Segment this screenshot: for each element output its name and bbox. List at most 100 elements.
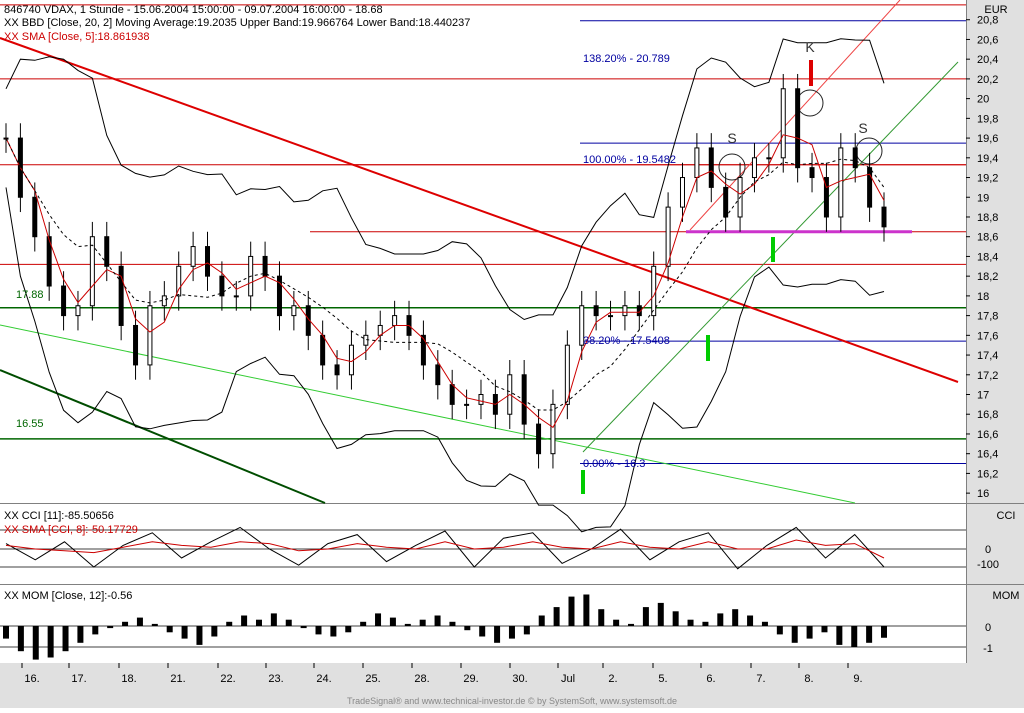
candle-body bbox=[348, 344, 354, 376]
candle-body bbox=[593, 305, 599, 317]
candle-body bbox=[665, 206, 671, 267]
candle-body bbox=[392, 315, 398, 326]
mom-bar bbox=[300, 626, 307, 629]
mom-bar bbox=[434, 615, 441, 626]
fib-label-38: 38.20% - 17.5408 bbox=[583, 335, 670, 347]
level-label-1655: 16.55 bbox=[16, 418, 44, 430]
candle-body bbox=[478, 394, 484, 405]
mom-bar bbox=[702, 621, 709, 626]
mom-bar bbox=[642, 607, 649, 626]
price-tick-label: 18,2 bbox=[977, 271, 998, 283]
price-tick-label: 16,8 bbox=[977, 409, 998, 421]
mom-bar bbox=[881, 626, 887, 638]
mom-bar bbox=[32, 626, 39, 660]
candle-body bbox=[550, 403, 556, 455]
mom-bar bbox=[523, 626, 530, 635]
mom-bar bbox=[360, 621, 367, 626]
channel-line-lightgreen bbox=[0, 324, 856, 504]
mom-bar bbox=[479, 626, 486, 637]
candle-body bbox=[75, 305, 81, 317]
price-tick-label: 20,6 bbox=[977, 34, 998, 46]
fib-label-138: 138.20% - 20.789 bbox=[583, 53, 670, 65]
candle-body bbox=[881, 206, 887, 228]
uptrend-line-green bbox=[582, 61, 959, 453]
candle-body bbox=[766, 157, 772, 160]
mom-bar bbox=[151, 623, 158, 626]
cci-label: XX CCI [11]:-85.50656 bbox=[4, 510, 114, 522]
mom-bar bbox=[122, 621, 129, 626]
date-ticks: 16. 17. 18. 21. 22. 23. 24. 25. 28. 29. 30. Jul 2. 5.… bbox=[21, 663, 863, 685]
price-tick-label: 17,4 bbox=[977, 350, 998, 362]
mom-bar bbox=[315, 626, 322, 635]
candle-body bbox=[622, 305, 628, 317]
mom-bar bbox=[181, 626, 188, 639]
price-tick-label: 18 bbox=[977, 291, 989, 303]
candle-body bbox=[89, 236, 95, 307]
candle-body bbox=[464, 403, 470, 406]
candle-body bbox=[46, 236, 52, 287]
price-tick-label: 19 bbox=[977, 192, 989, 204]
candle-body bbox=[61, 285, 67, 317]
mom-bar bbox=[568, 596, 575, 626]
chart-title: 846740 VDAX, 1 Stunde - 15.06.2004 15:00… bbox=[4, 4, 383, 16]
date-tick-label: 8. bbox=[804, 673, 813, 685]
candle-body bbox=[751, 157, 757, 179]
candle-body bbox=[564, 344, 570, 405]
mom-bar bbox=[255, 619, 262, 626]
date-tick-label: Jul bbox=[561, 673, 575, 685]
mom-bar bbox=[791, 626, 798, 643]
mom-bar bbox=[657, 602, 664, 626]
mom-tick-minus1: -1 bbox=[983, 643, 993, 655]
drawing-layer bbox=[0, 0, 966, 504]
price-axis-panel bbox=[966, 0, 1024, 708]
price-tick-label: 19,2 bbox=[977, 173, 998, 185]
level-label-1788: 17.88 bbox=[16, 289, 44, 301]
price-tick-label: 20,2 bbox=[977, 74, 998, 86]
candle-body bbox=[176, 265, 182, 297]
date-tick-label: 28. bbox=[414, 673, 429, 685]
mom-bar bbox=[821, 626, 828, 633]
fib-label-100: 100.00% - 19.5482 bbox=[583, 154, 676, 166]
price-tick-label: 17,6 bbox=[977, 330, 998, 342]
mom-bar bbox=[508, 626, 515, 639]
price-tick-label: 20,8 bbox=[977, 15, 998, 27]
bollinger-lower bbox=[5, 187, 885, 533]
candle-body bbox=[32, 196, 38, 238]
mom-bar bbox=[732, 609, 739, 626]
mom-bar bbox=[672, 611, 679, 626]
candle-body bbox=[536, 423, 542, 455]
price-tick-label: 18,6 bbox=[977, 232, 998, 244]
pattern-circle bbox=[718, 153, 746, 181]
mom-bar bbox=[464, 626, 471, 631]
price-tick-label: 19,4 bbox=[977, 153, 998, 165]
mom-bar bbox=[166, 626, 173, 633]
date-axis-panel bbox=[0, 663, 1024, 708]
candle-body bbox=[233, 295, 239, 298]
indicator-series bbox=[0, 526, 966, 660]
candle-body bbox=[118, 265, 124, 326]
price-tick-label: 19,8 bbox=[977, 113, 998, 125]
price-tick-label: 18,8 bbox=[977, 212, 998, 224]
candle-body bbox=[852, 147, 858, 169]
mom-bar bbox=[836, 626, 843, 645]
mom-bar bbox=[389, 617, 396, 626]
mom-bar bbox=[345, 626, 352, 633]
downtrend-line-darkgreen bbox=[0, 369, 326, 504]
date-tick-label: 25. bbox=[365, 673, 380, 685]
candle-body bbox=[867, 167, 873, 208]
candle-body bbox=[291, 305, 297, 317]
price-tick-label: 17 bbox=[977, 390, 989, 402]
mom-bar bbox=[851, 626, 858, 647]
candle-body bbox=[795, 88, 801, 169]
date-tick-label: 29. bbox=[463, 673, 478, 685]
candle-body bbox=[708, 147, 714, 188]
mom-bar bbox=[583, 594, 590, 626]
price-tick-label: 16,6 bbox=[977, 429, 998, 441]
candle-body bbox=[262, 255, 268, 277]
price-tick-label: 16,2 bbox=[977, 468, 998, 480]
price-tick-label: 20,4 bbox=[977, 54, 998, 66]
mom-bar bbox=[717, 613, 724, 626]
mom-bar bbox=[613, 619, 620, 626]
